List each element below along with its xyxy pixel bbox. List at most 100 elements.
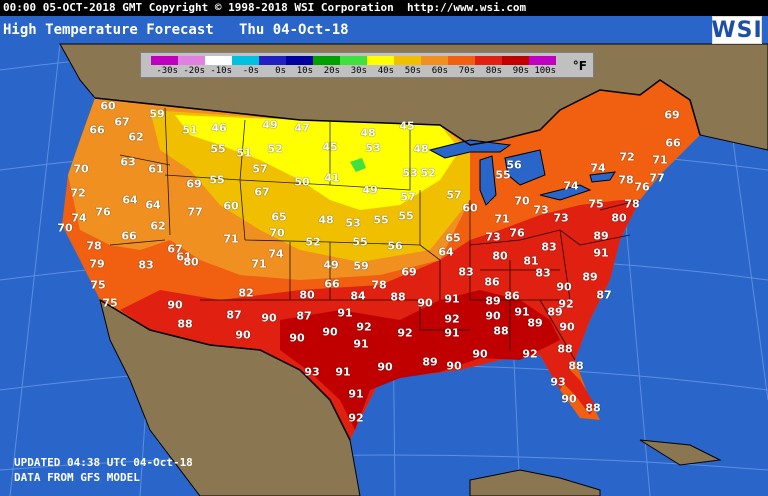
city-temperature: 67 bbox=[167, 242, 183, 256]
wsi-logo-text: WSI bbox=[711, 17, 763, 43]
legend-label: 100s bbox=[534, 66, 556, 76]
city-temperature: 70 bbox=[269, 226, 285, 240]
legend-label: -20s bbox=[183, 66, 205, 76]
map-title: High Temperature Forecast Thu 04-Oct-18 bbox=[3, 22, 349, 38]
city-temperature: 92 bbox=[558, 297, 574, 311]
city-temperature: 59 bbox=[353, 259, 369, 273]
city-temperature: 83 bbox=[535, 266, 551, 280]
city-temperature: 41 bbox=[324, 171, 340, 185]
city-temperature: 89 bbox=[582, 270, 598, 284]
legend-label: 50s bbox=[404, 66, 421, 76]
city-temperature: 78 bbox=[86, 239, 102, 253]
legend-label: -10s bbox=[210, 66, 232, 76]
legend-labels: -30s -20s -10s -0s 0s 10s 20s 30s 40s 50s 60s 70s 80… bbox=[151, 65, 556, 77]
legend-swatch bbox=[502, 56, 529, 65]
city-temperature: 90 bbox=[261, 311, 277, 325]
city-temperature: 83 bbox=[541, 240, 557, 254]
copyright-bar: 00:00 05-OCT-2018 GMT Copyright © 1998-2… bbox=[0, 0, 768, 16]
city-temperature: 88 bbox=[585, 401, 601, 415]
city-temperature: 91 bbox=[444, 292, 460, 306]
city-temperature: 52 bbox=[267, 142, 283, 156]
legend-swatch bbox=[178, 56, 205, 65]
legend-label: 80s bbox=[485, 66, 502, 76]
city-temperature: 56 bbox=[387, 239, 403, 253]
city-temperature: 92 bbox=[348, 411, 364, 425]
city-temperature: 55 bbox=[352, 235, 368, 249]
city-temperature: 88 bbox=[390, 290, 406, 304]
legend-swatch bbox=[232, 56, 259, 65]
temperature-legend: -30s -20s -10s -0s 0s 10s 20s 30s 40s 50s 60s 70s 80… bbox=[140, 52, 594, 78]
city-temperature: 90 bbox=[556, 280, 572, 294]
city-temperature: 74 bbox=[71, 211, 87, 225]
city-temperature: 88 bbox=[493, 324, 509, 338]
legend-label: -0s bbox=[242, 66, 259, 76]
wsi-logo: WSI bbox=[711, 16, 763, 44]
city-temperature: 87 bbox=[296, 309, 312, 323]
city-temperature: 76 bbox=[509, 226, 525, 240]
city-temperature: 72 bbox=[70, 186, 86, 200]
city-temperature: 75 bbox=[102, 296, 118, 310]
city-temperature: 60 bbox=[462, 201, 478, 215]
city-temperature: 90 bbox=[167, 298, 183, 312]
legend-swatch bbox=[475, 56, 502, 65]
legend-swatch bbox=[151, 56, 178, 65]
canada-border bbox=[94, 79, 701, 146]
city-temperature: 48 bbox=[360, 126, 376, 140]
city-temperature: 90 bbox=[485, 309, 501, 323]
city-temperature: 78 bbox=[618, 173, 634, 187]
city-temperature: 66 bbox=[89, 123, 105, 137]
city-temperature: 66 bbox=[121, 229, 137, 243]
city-temperature: 73 bbox=[485, 230, 501, 244]
city-temperature: 69 bbox=[401, 265, 417, 279]
city-temperature: 79 bbox=[89, 257, 105, 271]
city-temperature: 75 bbox=[588, 197, 604, 211]
city-temperature: 76 bbox=[95, 205, 111, 219]
city-temperature: 74 bbox=[590, 161, 606, 175]
city-temperature: 63 bbox=[120, 155, 136, 169]
city-temperature: 66 bbox=[324, 277, 340, 291]
legend-swatches bbox=[151, 56, 556, 65]
city-temperature: 92 bbox=[397, 326, 413, 340]
city-temperature: 71 bbox=[223, 232, 239, 246]
city-temperature: 87 bbox=[596, 288, 612, 302]
city-temperature: 78 bbox=[371, 278, 387, 292]
city-temperature: 49 bbox=[323, 258, 339, 272]
city-temperature: 70 bbox=[514, 194, 530, 208]
city-temperature: 67 bbox=[254, 185, 270, 199]
city-temperature: 57 bbox=[400, 190, 416, 204]
city-temperature: 60 bbox=[100, 99, 116, 113]
city-temperature: 91 bbox=[337, 306, 353, 320]
city-temperature: 80 bbox=[492, 249, 508, 263]
city-temperature: 49 bbox=[262, 118, 278, 132]
city-temperature: 55 bbox=[373, 213, 389, 227]
city-temperature: 73 bbox=[533, 203, 549, 217]
city-temperature: 91 bbox=[335, 365, 351, 379]
city-temperature: 89 bbox=[422, 355, 438, 369]
city-temperature: 71 bbox=[494, 212, 510, 226]
city-temperature: 84 bbox=[350, 289, 366, 303]
city-temperature: 90 bbox=[417, 296, 433, 310]
city-temperature: 90 bbox=[289, 331, 305, 345]
updated-text: UPDATED 04:38 UTC 04-Oct-18 bbox=[14, 456, 193, 469]
city-temperature: 65 bbox=[271, 210, 287, 224]
city-temperature: 74 bbox=[268, 247, 284, 261]
legend-swatch bbox=[205, 56, 232, 65]
city-temperature: 89 bbox=[593, 229, 609, 243]
city-temperature: 76 bbox=[634, 180, 650, 194]
legend-label: 30s bbox=[350, 66, 367, 76]
legend-label: -30s bbox=[156, 66, 178, 76]
city-temperature: 64 bbox=[438, 245, 454, 259]
legend-label: 10s bbox=[296, 66, 313, 76]
legend-swatch bbox=[448, 56, 475, 65]
city-temperature: 57 bbox=[252, 162, 268, 176]
city-temperature: 46 bbox=[211, 121, 227, 135]
city-temperature: 48 bbox=[413, 142, 429, 156]
city-temperature: 70 bbox=[73, 162, 89, 176]
city-temperature: 70 bbox=[57, 221, 73, 235]
city-temperature: 77 bbox=[187, 205, 203, 219]
city-temperature: 53 bbox=[365, 141, 381, 155]
city-temperature: 90 bbox=[377, 360, 393, 374]
legend-swatch bbox=[421, 56, 448, 65]
city-temperature: 60 bbox=[223, 199, 239, 213]
legend-label: 60s bbox=[431, 66, 448, 76]
